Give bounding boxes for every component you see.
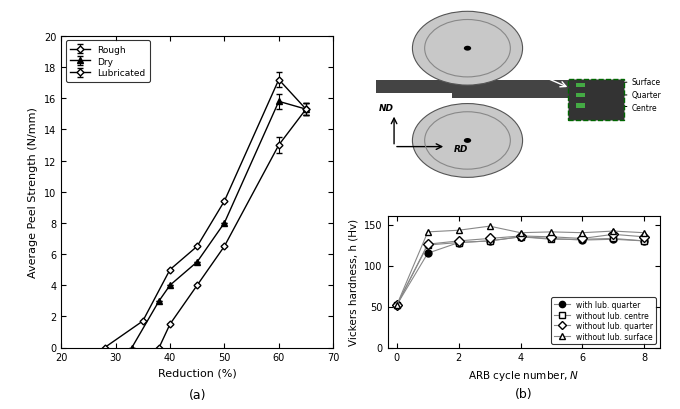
X-axis label: Reduction (%): Reduction (%) bbox=[158, 368, 237, 378]
without lub. surface bbox=[516, 231, 524, 236]
with lub. quarter bbox=[578, 238, 586, 243]
without lub. quarter bbox=[516, 234, 524, 239]
without lub. centre bbox=[578, 237, 586, 242]
Bar bbox=[568, 80, 624, 121]
without lub. surface bbox=[486, 224, 494, 229]
with lub. quarter bbox=[424, 251, 432, 256]
without lub. centre bbox=[547, 237, 556, 242]
Circle shape bbox=[464, 47, 471, 52]
with lub. quarter bbox=[640, 239, 648, 244]
Text: Quarter: Quarter bbox=[631, 91, 661, 99]
X-axis label: ARB cycle number, $N$: ARB cycle number, $N$ bbox=[468, 368, 579, 382]
Text: Centre: Centre bbox=[631, 103, 657, 112]
without lub. centre bbox=[424, 243, 432, 248]
Legend: with lub. quarter, without lub. centre, without lub. quarter, without lub. surfa: with lub. quarter, without lub. centre, … bbox=[551, 297, 656, 344]
without lub. quarter bbox=[455, 239, 463, 244]
Bar bbox=[576, 104, 585, 108]
without lub. surface bbox=[393, 303, 401, 308]
without lub. quarter bbox=[393, 303, 401, 308]
with lub. quarter bbox=[547, 236, 556, 241]
with lub. quarter bbox=[609, 237, 617, 242]
Text: RD: RD bbox=[454, 144, 468, 153]
Text: (a): (a) bbox=[188, 388, 206, 401]
without lub. quarter bbox=[486, 236, 494, 241]
without lub. surface bbox=[424, 230, 432, 235]
Text: Surface: Surface bbox=[631, 78, 660, 87]
Circle shape bbox=[412, 12, 523, 86]
with lub. quarter bbox=[393, 303, 401, 308]
Y-axis label: Average Peel Strength (N/mm): Average Peel Strength (N/mm) bbox=[29, 107, 38, 277]
Y-axis label: Vickers hardness, h (Hv): Vickers hardness, h (Hv) bbox=[349, 219, 358, 346]
Bar bbox=[376, 81, 605, 94]
without lub. centre bbox=[486, 239, 494, 244]
Text: (b): (b) bbox=[515, 387, 532, 400]
Bar bbox=[576, 94, 585, 98]
without lub. centre bbox=[516, 235, 524, 240]
with lub. quarter bbox=[486, 239, 494, 244]
Legend: Rough, Dry, Lubricated: Rough, Dry, Lubricated bbox=[66, 41, 150, 83]
Line: without lub. centre: without lub. centre bbox=[394, 234, 647, 308]
Text: ND: ND bbox=[379, 103, 394, 112]
Line: without lub. surface: without lub. surface bbox=[394, 223, 647, 308]
Line: with lub. quarter: with lub. quarter bbox=[394, 234, 647, 308]
without lub. quarter bbox=[578, 236, 586, 241]
without lub. centre bbox=[393, 303, 401, 308]
without lub. surface bbox=[640, 231, 648, 236]
without lub. surface bbox=[609, 229, 617, 234]
without lub. quarter bbox=[609, 232, 617, 237]
Circle shape bbox=[412, 104, 523, 178]
without lub. surface bbox=[547, 230, 556, 235]
without lub. surface bbox=[455, 228, 463, 233]
Bar bbox=[452, 94, 605, 99]
without lub. quarter bbox=[424, 242, 432, 247]
Bar bbox=[576, 83, 585, 88]
without lub. quarter bbox=[547, 235, 556, 240]
without lub. centre bbox=[609, 236, 617, 241]
Circle shape bbox=[464, 139, 471, 144]
without lub. centre bbox=[640, 239, 648, 244]
without lub. centre bbox=[455, 240, 463, 245]
without lub. surface bbox=[578, 231, 586, 236]
without lub. quarter bbox=[640, 235, 648, 240]
with lub. quarter bbox=[455, 240, 463, 245]
with lub. quarter bbox=[516, 235, 524, 240]
Line: without lub. quarter: without lub. quarter bbox=[394, 231, 647, 308]
